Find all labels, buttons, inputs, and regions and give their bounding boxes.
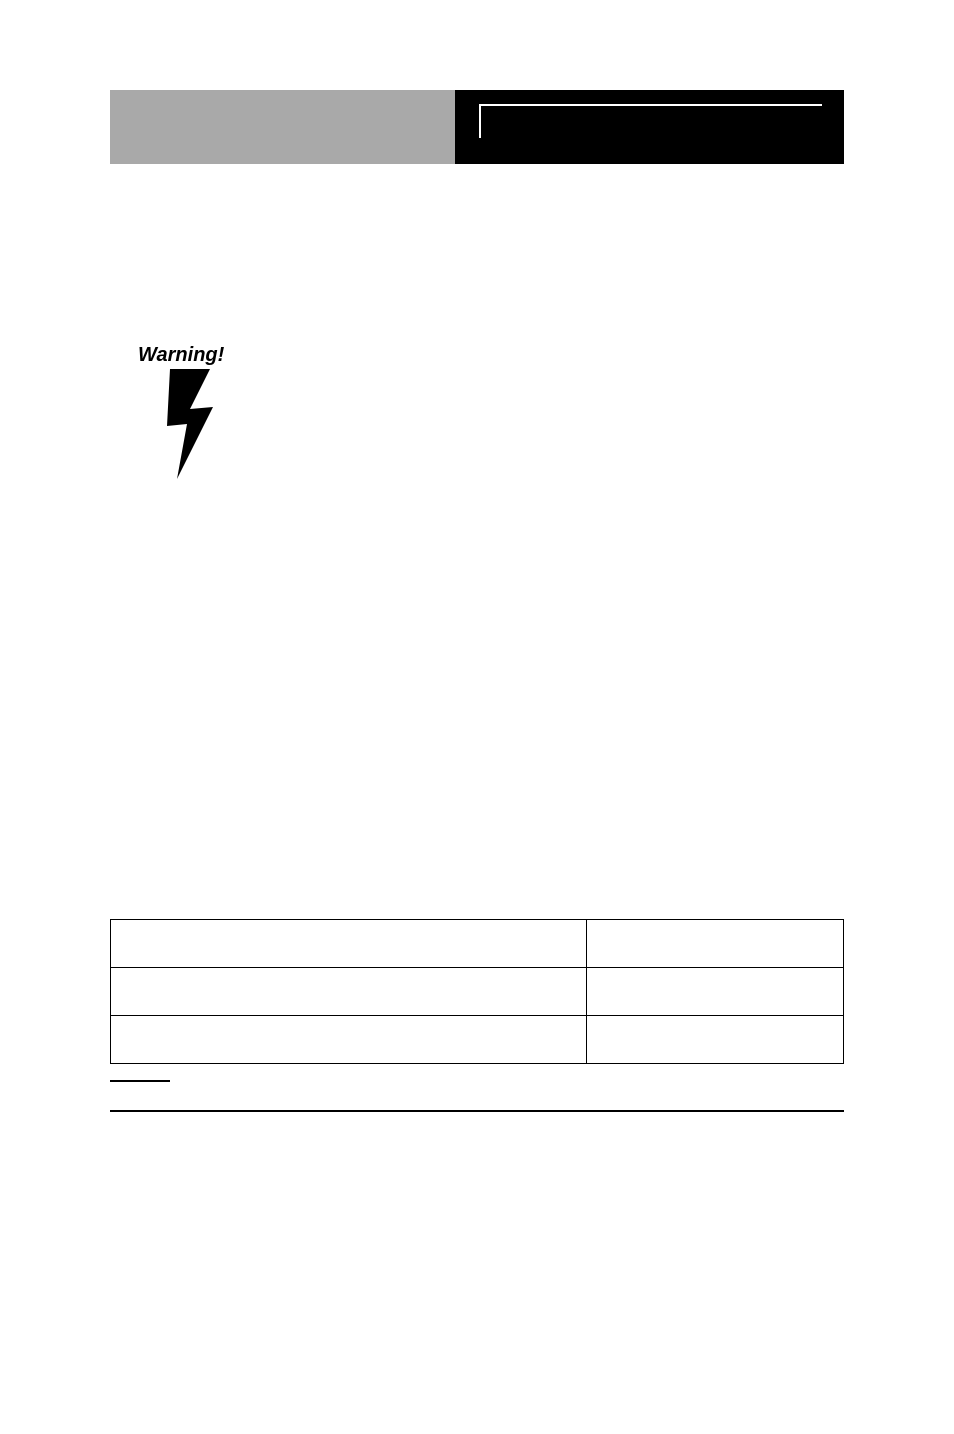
header-right-block (455, 90, 844, 164)
header-banner (110, 90, 844, 164)
table-row (111, 920, 844, 968)
spec-table (110, 919, 844, 1064)
table-cell (587, 968, 844, 1016)
lightning-bolt-icon (165, 369, 225, 479)
table-row (111, 1016, 844, 1064)
short-rule (110, 1080, 170, 1082)
table-cell (111, 968, 587, 1016)
warning-icon-block: Warning! (110, 344, 240, 479)
table-cell (587, 920, 844, 968)
table-cell (111, 920, 587, 968)
spec-table-section (110, 919, 844, 1112)
header-left-block (110, 90, 455, 164)
warning-label: Warning! (138, 344, 224, 367)
table-row (111, 968, 844, 1016)
header-right-inner-rule (479, 104, 822, 138)
page-container: Warning! (0, 0, 954, 1172)
table-cell (111, 1016, 587, 1064)
table-cell (587, 1016, 844, 1064)
long-rule (110, 1110, 844, 1112)
warning-section: Warning! (110, 344, 844, 479)
